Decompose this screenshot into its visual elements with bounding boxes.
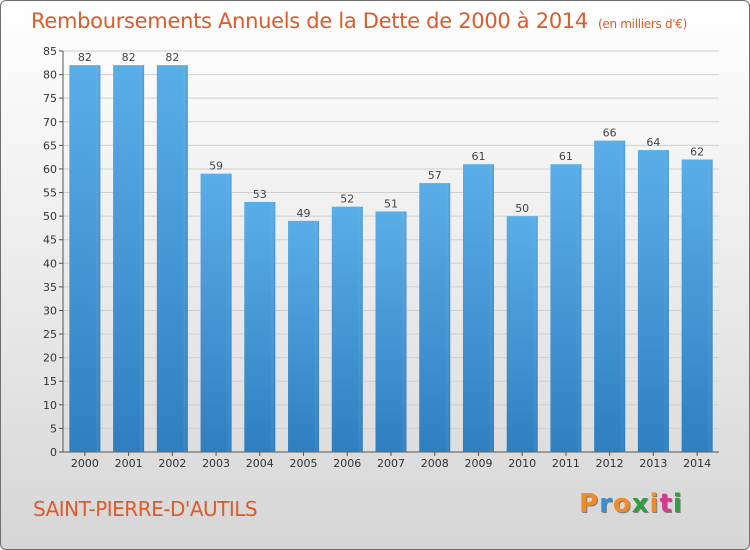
bar [113, 65, 145, 452]
bar-value-label: 62 [690, 146, 704, 159]
y-tick-label: 0 [50, 446, 57, 459]
x-tick-label: 2005 [290, 457, 318, 470]
logo-letter: x [631, 489, 650, 519]
x-tick-label: 2002 [158, 457, 186, 470]
x-tick-label: 2013 [639, 457, 667, 470]
bar-value-label: 57 [428, 169, 442, 182]
x-tick-label: 2010 [508, 457, 536, 470]
chart-subtitle: (en milliers d'€) [598, 17, 688, 31]
bar-shade [532, 216, 538, 452]
bar-shade [139, 65, 145, 452]
bar [69, 65, 101, 452]
bars [69, 65, 713, 453]
proxiti-logo: Proxiti [579, 489, 683, 519]
bar-value-label: 59 [209, 160, 223, 173]
bar-shade [401, 211, 407, 452]
bar [288, 220, 320, 452]
y-tick-label: 80 [43, 69, 57, 82]
y-tick-label: 40 [43, 257, 57, 270]
bar-shade [663, 150, 669, 452]
y-tick-label: 45 [43, 234, 57, 247]
logo-letter: r [599, 489, 613, 519]
bar-shade [95, 65, 101, 452]
x-tick-label: 2004 [246, 457, 274, 470]
bar-shade [620, 140, 626, 452]
chart-title-text: Remboursements Annuels de la Dette de 20… [31, 9, 588, 33]
value-labels: 82 82 82 59 53 49 52 51 57 61 50 61 66 64 62 [78, 51, 704, 220]
y-tick-label: 30 [43, 304, 57, 317]
bar-shade [226, 173, 232, 453]
bar-shade [357, 206, 363, 452]
bar-value-label: 64 [646, 136, 660, 149]
bar [681, 159, 713, 452]
bar [462, 164, 494, 453]
y-tick-label: 20 [43, 352, 57, 365]
x-tick-label: 2001 [115, 457, 143, 470]
y-tick-label: 65 [43, 139, 57, 152]
bar-shade [182, 65, 188, 452]
bar-shade [707, 159, 713, 452]
bar-shade [314, 220, 320, 452]
y-tick-label: 85 [43, 45, 57, 58]
y-tick-label: 35 [43, 281, 57, 294]
logo-letter: i [672, 489, 683, 519]
y-tick-label: 25 [43, 328, 57, 341]
bar [550, 164, 582, 453]
bar [637, 150, 669, 452]
logo-letter: o [612, 489, 632, 519]
bar [419, 183, 451, 452]
x-tick-label: 2008 [421, 457, 449, 470]
x-tick-label: 2007 [377, 457, 405, 470]
bar [594, 140, 626, 452]
chart-title: Remboursements Annuels de la Dette de 20… [31, 9, 687, 33]
bar [375, 211, 407, 452]
y-tick-label: 15 [43, 375, 57, 388]
bar [156, 65, 188, 452]
y-tick-label: 70 [43, 116, 57, 129]
x-tick-label: 2014 [683, 457, 711, 470]
y-tick-label: 5 [50, 422, 57, 435]
logo-letter: i [649, 489, 660, 519]
bar-value-label: 52 [340, 193, 354, 206]
y-tick-label: 10 [43, 399, 57, 412]
bar-shade [576, 164, 582, 453]
x-tick-label: 2000 [71, 457, 99, 470]
logo-letter: t [659, 489, 673, 519]
logo-letter: P [579, 489, 600, 519]
bar-shade [445, 183, 451, 452]
bar-shade [488, 164, 494, 453]
y-tick-label: 55 [43, 187, 57, 200]
bar-value-label: 82 [122, 51, 136, 64]
bar-value-label: 53 [253, 188, 267, 201]
y-tick-label: 75 [43, 92, 57, 105]
bar [331, 206, 363, 452]
bar-value-label: 50 [515, 202, 529, 215]
x-tick-label: 2011 [552, 457, 580, 470]
x-tick-label: 2009 [464, 457, 492, 470]
bar-value-label: 66 [603, 127, 617, 140]
bar [244, 201, 276, 452]
city-name: SAINT-PIERRE-D'AUTILS [33, 497, 258, 521]
y-tick-label: 50 [43, 210, 57, 223]
bar [200, 173, 232, 453]
bar-value-label: 61 [471, 150, 485, 163]
y-tick-label: 60 [43, 163, 57, 176]
bar-shade [270, 201, 276, 452]
bar-value-label: 61 [559, 150, 573, 163]
x-tick-label: 2012 [596, 457, 624, 470]
bar [506, 216, 538, 452]
bar-value-label: 51 [384, 197, 398, 210]
x-tick-label: 2003 [202, 457, 230, 470]
bar-value-label: 82 [78, 51, 92, 64]
x-tick-label: 2006 [333, 457, 361, 470]
bar-value-label: 82 [165, 51, 179, 64]
bar-value-label: 49 [297, 207, 311, 220]
